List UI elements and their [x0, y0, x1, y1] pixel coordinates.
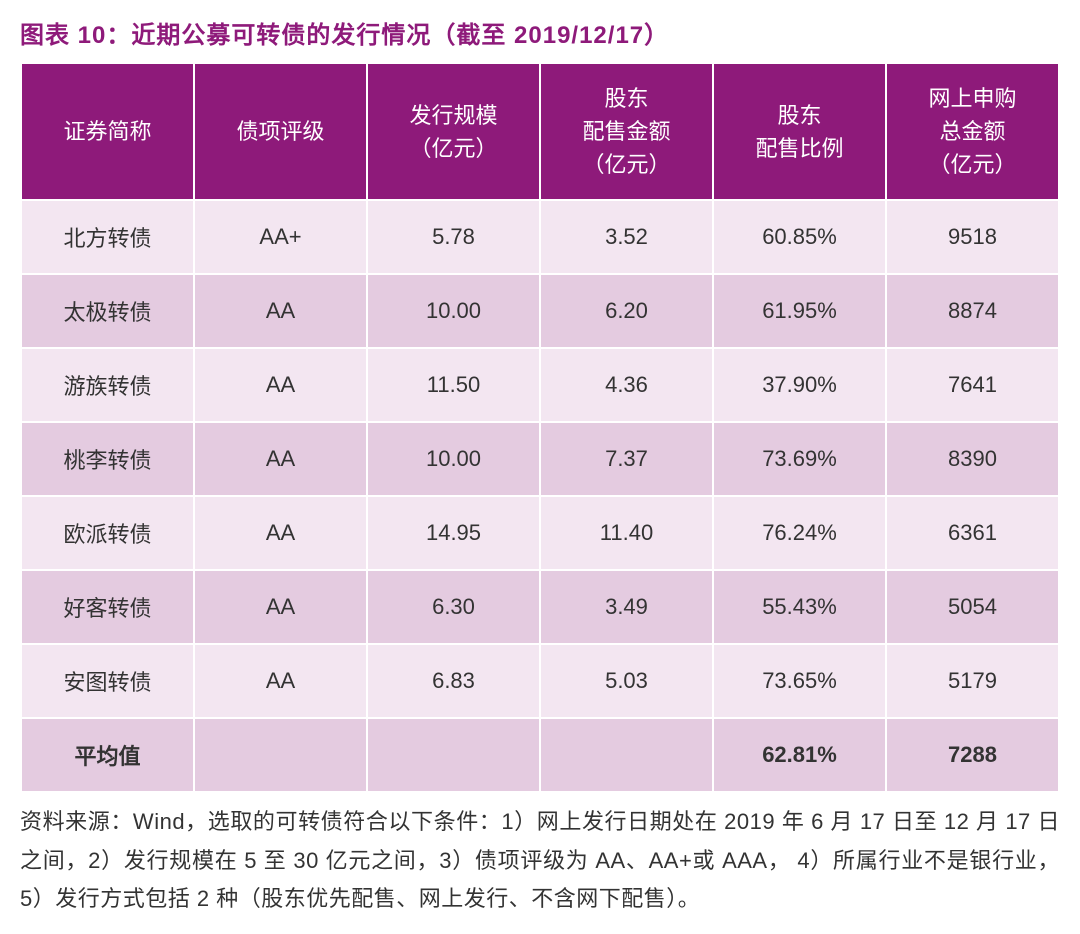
table-row: 北方转债AA+5.783.5260.85%9518 [22, 201, 1058, 273]
cell-size: 6.83 [368, 645, 539, 717]
cell-avg-label: 平均值 [22, 719, 193, 791]
cell-rating: AA+ [195, 201, 366, 273]
cell-rating: AA [195, 423, 366, 495]
cell-alloc-amt: 5.03 [541, 645, 712, 717]
source-footnote: 资料来源：Wind，选取的可转债符合以下条件：1）网上发行日期处在 2019 年… [20, 803, 1060, 919]
col-issue-size: 发行规模（亿元） [368, 64, 539, 199]
cell-rating: AA [195, 275, 366, 347]
cell-alloc-pct: 55.43% [714, 571, 885, 643]
cb-issuance-table: 证券简称 债项评级 发行规模（亿元） 股东配售金额（亿元） 股东配售比例 网上申… [20, 62, 1060, 793]
cell-online-amt: 5179 [887, 645, 1058, 717]
chart-title: 图表 10：近期公募可转债的发行情况（截至 2019/12/17） [20, 15, 1060, 50]
cell-rating: AA [195, 571, 366, 643]
cell-alloc-pct: 60.85% [714, 201, 885, 273]
table-header-row: 证券简称 债项评级 发行规模（亿元） 股东配售金额（亿元） 股东配售比例 网上申… [22, 64, 1058, 199]
cell-online-amt: 5054 [887, 571, 1058, 643]
cell-empty [541, 719, 712, 791]
cell-online-amt: 6361 [887, 497, 1058, 569]
cell-name: 好客转债 [22, 571, 193, 643]
cell-online-amt: 9518 [887, 201, 1058, 273]
cell-alloc-amt: 4.36 [541, 349, 712, 421]
cell-alloc-pct: 61.95% [714, 275, 885, 347]
cell-size: 10.00 [368, 275, 539, 347]
col-alloc-amount: 股东配售金额（亿元） [541, 64, 712, 199]
col-rating: 债项评级 [195, 64, 366, 199]
cell-name: 桃李转债 [22, 423, 193, 495]
table-row: 欧派转债AA14.9511.4076.24%6361 [22, 497, 1058, 569]
cell-rating: AA [195, 349, 366, 421]
cell-empty [368, 719, 539, 791]
cell-alloc-pct: 76.24% [714, 497, 885, 569]
cell-alloc-amt: 3.49 [541, 571, 712, 643]
cell-name: 北方转债 [22, 201, 193, 273]
table-row: 安图转债AA6.835.0373.65%5179 [22, 645, 1058, 717]
cell-alloc-pct: 37.90% [714, 349, 885, 421]
cell-name: 安图转债 [22, 645, 193, 717]
cell-alloc-amt: 11.40 [541, 497, 712, 569]
cell-rating: AA [195, 645, 366, 717]
cell-avg-pct: 62.81% [714, 719, 885, 791]
cell-size: 10.00 [368, 423, 539, 495]
cell-alloc-amt: 6.20 [541, 275, 712, 347]
cell-size: 6.30 [368, 571, 539, 643]
table-row: 太极转债AA10.006.2061.95%8874 [22, 275, 1058, 347]
cell-alloc-pct: 73.65% [714, 645, 885, 717]
cell-alloc-amt: 7.37 [541, 423, 712, 495]
cell-alloc-amt: 3.52 [541, 201, 712, 273]
cell-name: 游族转债 [22, 349, 193, 421]
cell-rating: AA [195, 497, 366, 569]
cell-online-amt: 8874 [887, 275, 1058, 347]
col-online-amount: 网上申购总金额（亿元） [887, 64, 1058, 199]
cell-name: 太极转债 [22, 275, 193, 347]
cell-name: 欧派转债 [22, 497, 193, 569]
table-row-average: 平均值 62.81%7288 [22, 719, 1058, 791]
table-row: 桃李转债AA10.007.3773.69%8390 [22, 423, 1058, 495]
col-security-name: 证券简称 [22, 64, 193, 199]
cell-size: 14.95 [368, 497, 539, 569]
table-row: 游族转债AA11.504.3637.90%7641 [22, 349, 1058, 421]
table-row: 好客转债AA6.303.4955.43%5054 [22, 571, 1058, 643]
cell-alloc-pct: 73.69% [714, 423, 885, 495]
cell-size: 5.78 [368, 201, 539, 273]
cell-online-amt: 7641 [887, 349, 1058, 421]
col-alloc-pct: 股东配售比例 [714, 64, 885, 199]
cell-avg-online: 7288 [887, 719, 1058, 791]
cell-empty [195, 719, 366, 791]
cell-online-amt: 8390 [887, 423, 1058, 495]
cell-size: 11.50 [368, 349, 539, 421]
